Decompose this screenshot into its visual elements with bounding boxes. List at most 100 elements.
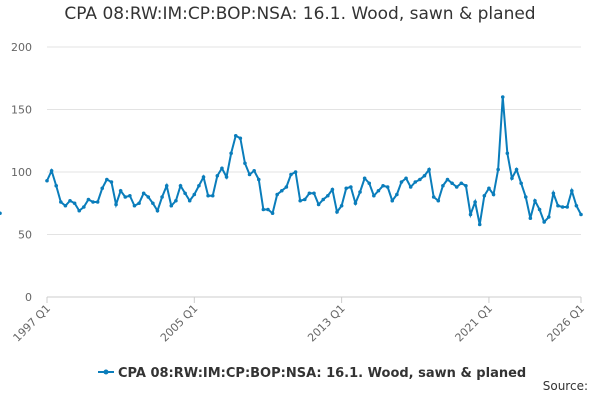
data-point	[229, 151, 233, 156]
data-point	[233, 133, 238, 138]
data-point	[279, 188, 284, 193]
data-point	[307, 191, 312, 196]
data-point	[353, 201, 358, 206]
data-point	[399, 180, 404, 184]
data-point	[519, 181, 523, 186]
data-point	[505, 151, 510, 156]
data-point	[293, 170, 298, 174]
data-point	[372, 193, 376, 198]
data-point	[418, 177, 422, 182]
data-point	[210, 193, 215, 198]
data-point	[275, 192, 279, 197]
data-point	[197, 183, 201, 188]
y-tick-label: 150	[11, 104, 32, 117]
data-point	[266, 207, 270, 212]
data-point	[95, 200, 100, 204]
data-point	[473, 200, 477, 204]
data-point	[146, 195, 151, 199]
data-point	[569, 188, 574, 193]
data-point	[468, 212, 473, 217]
data-point	[86, 197, 91, 202]
y-tick-label: 100	[11, 166, 32, 179]
data-point	[482, 193, 487, 198]
data-point	[459, 181, 464, 186]
data-point	[546, 215, 551, 219]
data-point	[528, 216, 533, 221]
data-point	[0, 211, 2, 216]
data-point	[556, 203, 560, 208]
data-point	[298, 198, 302, 203]
data-point	[496, 167, 500, 172]
legend-label: CPA 08:RW:IM:CP:BOP:NSA: 16.1. Wood, saw…	[118, 366, 526, 381]
data-point	[123, 195, 128, 199]
data-point	[477, 222, 482, 227]
data-point	[192, 192, 197, 197]
data-point	[178, 183, 183, 188]
data-point	[326, 193, 330, 198]
data-point	[514, 167, 519, 172]
data-point	[551, 191, 556, 196]
x-tick-label: 2021 Q1	[453, 302, 496, 345]
data-point	[464, 183, 468, 188]
data-point	[487, 186, 491, 191]
series-line	[46, 96, 582, 225]
data-point	[335, 210, 339, 214]
data-point	[128, 193, 132, 198]
data-point	[238, 136, 243, 141]
data-point	[82, 205, 86, 209]
data-point	[54, 183, 59, 188]
data-point	[404, 176, 408, 181]
data-point	[533, 198, 537, 203]
data-point	[565, 205, 569, 209]
data-point	[220, 166, 224, 171]
data-point	[367, 181, 372, 186]
data-point	[441, 183, 445, 188]
data-point	[395, 192, 399, 197]
data-point	[100, 186, 105, 191]
data-point	[164, 183, 169, 188]
data-point	[312, 191, 316, 196]
data-point	[59, 200, 63, 204]
data-point	[243, 161, 247, 166]
data-point	[63, 203, 68, 208]
data-point	[284, 185, 289, 189]
x-tick-label: 1997 Q1	[11, 302, 54, 345]
data-point	[362, 176, 367, 181]
data-point	[339, 203, 344, 208]
data-point	[45, 178, 49, 183]
data-point	[169, 203, 174, 208]
data-point	[408, 185, 413, 189]
x-tick-label: 2013 Q1	[305, 302, 348, 345]
data-point	[500, 95, 505, 99]
data-point	[385, 185, 390, 189]
data-point	[160, 195, 164, 199]
data-point	[174, 198, 178, 203]
data-point	[252, 168, 256, 173]
data-point	[289, 172, 293, 177]
data-point	[151, 201, 155, 206]
data-point	[450, 181, 454, 186]
data-point	[491, 192, 496, 197]
data-point	[330, 187, 335, 192]
data-point	[261, 207, 266, 212]
data-point	[201, 175, 206, 179]
data-point	[349, 185, 353, 189]
data-point	[256, 177, 261, 182]
data-point	[77, 208, 82, 213]
legend-marker	[103, 369, 109, 375]
data-point	[72, 201, 77, 206]
data-point	[183, 191, 187, 196]
data-point	[523, 195, 528, 199]
data-point	[155, 208, 160, 213]
data-point	[436, 198, 441, 203]
data-point	[316, 202, 321, 207]
data-point	[445, 177, 450, 182]
data-point	[247, 172, 252, 177]
data-point	[118, 188, 123, 193]
chart-title: CPA 08:RW:IM:CP:BOP:NSA: 16.1. Wood, saw…	[64, 4, 535, 24]
data-point	[105, 177, 109, 182]
data-point	[510, 176, 514, 181]
y-tick-label: 200	[11, 41, 32, 54]
